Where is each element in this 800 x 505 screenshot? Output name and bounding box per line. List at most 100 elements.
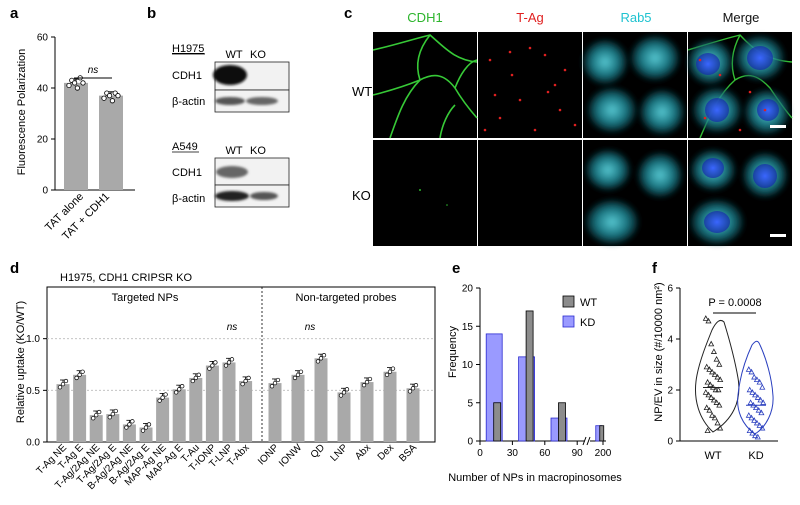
panel-d-point [407, 389, 413, 394]
panel-d-point [94, 412, 99, 418]
panel-d-bar [222, 362, 236, 442]
panel-e-ytick: 20 [462, 284, 474, 295]
panel-d-point [338, 393, 344, 398]
panel-e-xtick: 90 [572, 448, 584, 459]
panel-d-bar [106, 414, 120, 442]
panel-d-point [318, 356, 324, 361]
panel-d-xlabel: IONW [277, 442, 304, 469]
panel-a-ytick: 60 [37, 33, 49, 44]
panel-d-point [157, 398, 162, 403]
panel-d-point [110, 411, 115, 417]
panel-d-point [315, 359, 321, 364]
panel-d-point [180, 384, 185, 389]
panel-d-ylabel: Relative uptake (KO/WT) [15, 301, 27, 423]
panel-f-xlabel-wt: WT [704, 450, 721, 462]
panel-d-point [410, 386, 416, 391]
panel-d-bar [314, 358, 328, 442]
panel-d-xlabel: QD [309, 442, 327, 460]
panel-b-western-blots: H1975 WT KO CDH1 β-actin A549 WT KO CDH1… [172, 43, 290, 208]
tag-dot [553, 83, 557, 87]
panel-f-pvalue: P = 0.0008 [708, 297, 761, 309]
panel-f-ytick: 4 [667, 335, 673, 346]
panel-d-ytick: 0.0 [26, 438, 40, 449]
panel-letter-c: c [344, 5, 352, 22]
panel-d-point [344, 387, 350, 392]
blot-1-cell-line: H1975 [172, 43, 204, 55]
panel-a-ytick: 40 [37, 84, 49, 95]
blot-2-row-actin: β-actin [172, 193, 205, 205]
panel-d-point [384, 372, 390, 377]
panel-e-ytick: 5 [467, 398, 473, 409]
panel-d-xlabel: Dex [376, 442, 396, 462]
panel-d-xlabel: LNP [329, 442, 351, 464]
panel-d-chart: H1975, CDH1 CRIPSR KO Relative uptake (K… [15, 272, 436, 492]
panel-a-point [66, 82, 72, 89]
panel-d-bar [360, 382, 374, 442]
tag-dot [558, 108, 562, 112]
blot-1-lane-ko: KO [250, 49, 266, 61]
tag-dot [518, 98, 522, 102]
panel-a-point [101, 95, 107, 101]
panel-d-xlabel: IONP [256, 442, 281, 467]
panel-f-point-kd [746, 386, 753, 393]
panel-d-point [213, 360, 218, 365]
panel-e-xtick: 60 [539, 448, 551, 459]
panel-d-bar [239, 381, 253, 442]
panel-d-point [207, 366, 212, 371]
panel-d-bar [337, 392, 351, 442]
panel-a-bar [64, 82, 88, 190]
panel-d-point [361, 383, 367, 388]
col-label-tag: T-Ag [516, 10, 543, 25]
panel-e-xtick: 30 [507, 448, 519, 459]
panel-d-point [143, 425, 149, 430]
panel-d-bar [89, 415, 103, 442]
blot-2-cell-line: A549 [172, 141, 198, 153]
col-label-rab5: Rab5 [620, 10, 651, 25]
panel-d-point [130, 419, 135, 424]
panel-d-point [146, 422, 152, 427]
panel-e-bar-wt [493, 402, 502, 442]
row-label-wt: WT [352, 84, 372, 99]
panel-f-point-kd [754, 433, 761, 440]
blot-2-lane-ko: KO [250, 145, 266, 157]
panel-d-point [160, 395, 165, 400]
panel-f-point-kd [756, 378, 763, 385]
panel-d-point [226, 360, 232, 365]
panel-f-point-wt [702, 315, 709, 321]
panel-d-point [177, 387, 182, 392]
panel-f-point-wt [716, 401, 723, 408]
panel-f-point-wt [715, 386, 722, 393]
tag-dot [510, 73, 514, 77]
panel-d-point [275, 377, 281, 383]
panel-d-bar [156, 397, 170, 442]
panel-f-point-kd [745, 366, 752, 372]
panel-d-bar [172, 389, 186, 442]
tag-dot [718, 73, 722, 77]
panel-a-ytick: 0 [42, 186, 48, 197]
panel-d-point [390, 366, 396, 371]
panel-f-point-kd [759, 424, 766, 431]
panel-a-point [72, 80, 78, 86]
tag-dot [488, 58, 492, 62]
tag-dot [493, 93, 497, 97]
panel-a-point [74, 85, 81, 91]
panel-d-bar [268, 383, 282, 442]
panel-d-bar [383, 371, 397, 442]
panel-e-legend-wt: WT [580, 297, 597, 309]
panel-e-xtick: 200 [595, 448, 612, 459]
panel-f-point-kd [753, 376, 760, 382]
panel-d-point [295, 372, 301, 377]
panel-d-point [364, 379, 370, 385]
panel-f-ytick: 2 [667, 386, 673, 397]
panel-f-point-wt [709, 412, 716, 418]
panel-f-point-kd [760, 399, 767, 405]
panel-d-point [367, 376, 373, 382]
panel-a-point [109, 98, 116, 104]
tag-dot [508, 50, 512, 54]
panel-d-point [60, 381, 66, 387]
panel-d-ytick: 1.0 [26, 334, 40, 345]
panel-e-ytick: 0 [467, 437, 473, 448]
panel-d-point [63, 378, 69, 384]
panel-f-point-kd [752, 404, 760, 411]
panel-f-point-kd [749, 389, 756, 395]
